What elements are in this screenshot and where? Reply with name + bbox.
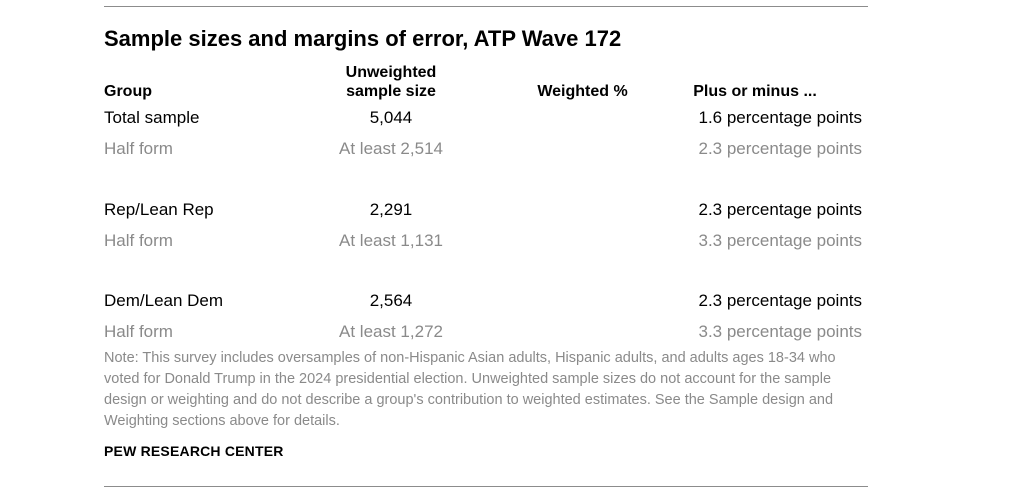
row-total-half-form-size: At least 2,514 (339, 139, 443, 158)
table-note: Note: This survey includes oversamples o… (104, 350, 836, 429)
row-rep-lean-rep-size: 2,291 (369, 200, 413, 219)
row-rep-half-form-group: Half form (104, 231, 173, 250)
source-credit: PEW RESEARCH CENTER (104, 443, 284, 459)
row-rep-lean-rep-group: Rep/Lean Rep (104, 200, 214, 219)
row-dem-half-form-size: At least 1,272 (339, 322, 443, 341)
header-unweighted-line1: Unweighted (345, 64, 437, 81)
header-plus-or-minus: Plus or minus ... (693, 83, 817, 100)
header-weighted-percent: Weighted % (537, 83, 628, 100)
table-title: Sample sizes and margins of error, ATP W… (104, 26, 622, 51)
row-dem-lean-dem-moe: 2.3 percentage points (698, 291, 862, 310)
header-unweighted-line2: sample size (346, 83, 436, 100)
row-dem-lean-dem-group: Dem/Lean Dem (104, 291, 224, 310)
row-total-half-form-moe: 2.3 percentage points (698, 139, 862, 158)
header-unweighted-sample-size: Unweighted sample size (326, 63, 456, 101)
row-dem-lean-dem-size: 2,564 (369, 291, 413, 310)
row-rep-half-form-size: At least 1,131 (339, 231, 443, 250)
row-total-sample-size: 5,044 (369, 108, 413, 127)
row-total-sample-group: Total sample (104, 108, 200, 127)
row-total-sample-moe: 1.6 percentage points (698, 108, 862, 127)
top-divider (104, 6, 868, 7)
row-total-half-form-group: Half form (104, 139, 173, 158)
row-dem-half-form-moe: 3.3 percentage points (698, 322, 862, 341)
row-rep-lean-rep-moe: 2.3 percentage points (698, 200, 862, 219)
bottom-divider (104, 486, 868, 487)
row-rep-half-form-moe: 3.3 percentage points (698, 231, 862, 250)
header-group: Group (104, 83, 152, 100)
row-dem-half-form-group: Half form (104, 322, 173, 341)
